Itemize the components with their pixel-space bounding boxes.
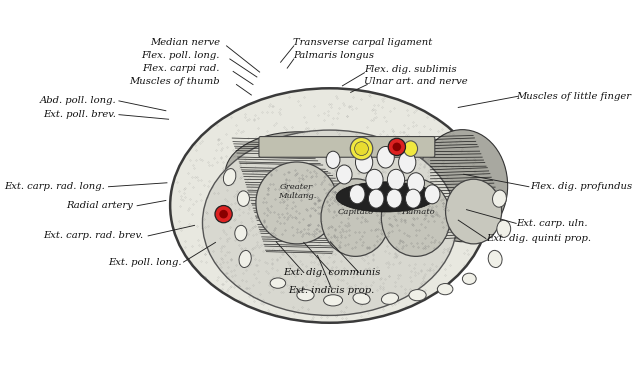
Text: Muscles of little finger: Muscles of little finger: [516, 92, 631, 101]
Text: Capitato: Capitato: [337, 207, 374, 215]
Ellipse shape: [324, 295, 342, 306]
Ellipse shape: [353, 293, 370, 304]
Text: Flex. dig. profundus: Flex. dig. profundus: [530, 182, 632, 191]
Text: Greater
Multang.: Greater Multang.: [278, 183, 316, 200]
Text: Muscles of thumb: Muscles of thumb: [129, 77, 220, 86]
Ellipse shape: [488, 250, 502, 268]
Ellipse shape: [377, 146, 394, 168]
Text: Flex. carpi rad.: Flex. carpi rad.: [143, 63, 220, 73]
Text: Palmaris longus: Palmaris longus: [292, 51, 374, 60]
Ellipse shape: [235, 225, 247, 241]
Ellipse shape: [239, 250, 252, 268]
Circle shape: [215, 206, 232, 223]
Text: Flex. poll. long.: Flex. poll. long.: [141, 51, 220, 60]
Text: Ulnar art. and nerve: Ulnar art. and nerve: [364, 77, 468, 86]
Text: Ext. indicis prop.: Ext. indicis prop.: [288, 287, 374, 295]
Ellipse shape: [337, 165, 352, 184]
Ellipse shape: [462, 273, 476, 284]
Ellipse shape: [202, 130, 457, 315]
Ellipse shape: [349, 185, 365, 204]
Circle shape: [388, 138, 406, 155]
Ellipse shape: [355, 142, 369, 155]
Ellipse shape: [350, 138, 372, 160]
Text: Radial artery: Radial artery: [66, 201, 132, 210]
Ellipse shape: [256, 162, 338, 244]
Ellipse shape: [445, 179, 502, 244]
Text: Transverse carpal ligament: Transverse carpal ligament: [292, 38, 432, 47]
Text: Ext. carp. rad. brev.: Ext. carp. rad. brev.: [44, 231, 144, 241]
Ellipse shape: [270, 278, 285, 288]
Text: Flex. dig. sublimis: Flex. dig. sublimis: [364, 65, 457, 74]
Text: Ext. poll. brev.: Ext. poll. brev.: [44, 110, 116, 119]
Circle shape: [220, 210, 228, 218]
Text: Median nerve: Median nerve: [150, 38, 220, 47]
Ellipse shape: [381, 179, 451, 256]
Ellipse shape: [336, 182, 435, 212]
Text: Ext. dig. communis: Ext. dig. communis: [283, 268, 380, 277]
Ellipse shape: [424, 185, 440, 204]
Ellipse shape: [406, 189, 421, 208]
Ellipse shape: [381, 293, 399, 304]
Ellipse shape: [297, 290, 314, 301]
Ellipse shape: [437, 283, 453, 295]
Ellipse shape: [366, 169, 383, 190]
Ellipse shape: [355, 152, 372, 173]
FancyBboxPatch shape: [259, 136, 435, 157]
Ellipse shape: [493, 190, 506, 207]
Ellipse shape: [409, 290, 426, 301]
Text: Abd. poll. long.: Abd. poll. long.: [40, 97, 116, 105]
Ellipse shape: [387, 169, 404, 190]
Text: Ext. carp. uln.: Ext. carp. uln.: [516, 219, 588, 228]
Text: Hamato: Hamato: [401, 207, 435, 215]
Text: Ext. dig. quinti prop.: Ext. dig. quinti prop.: [486, 234, 591, 243]
Text: Ext. poll. long.: Ext. poll. long.: [108, 258, 181, 266]
Ellipse shape: [417, 130, 508, 242]
Ellipse shape: [170, 88, 489, 323]
Circle shape: [392, 142, 401, 151]
Ellipse shape: [407, 173, 424, 193]
Text: Ext. carp. rad. long.: Ext. carp. rad. long.: [4, 182, 105, 191]
Ellipse shape: [369, 189, 384, 208]
Ellipse shape: [399, 152, 416, 173]
Ellipse shape: [321, 179, 390, 256]
Ellipse shape: [497, 220, 511, 238]
Ellipse shape: [326, 151, 340, 168]
Ellipse shape: [223, 169, 236, 185]
Ellipse shape: [225, 132, 372, 214]
Ellipse shape: [404, 141, 417, 157]
Ellipse shape: [387, 189, 402, 208]
Ellipse shape: [237, 191, 250, 206]
